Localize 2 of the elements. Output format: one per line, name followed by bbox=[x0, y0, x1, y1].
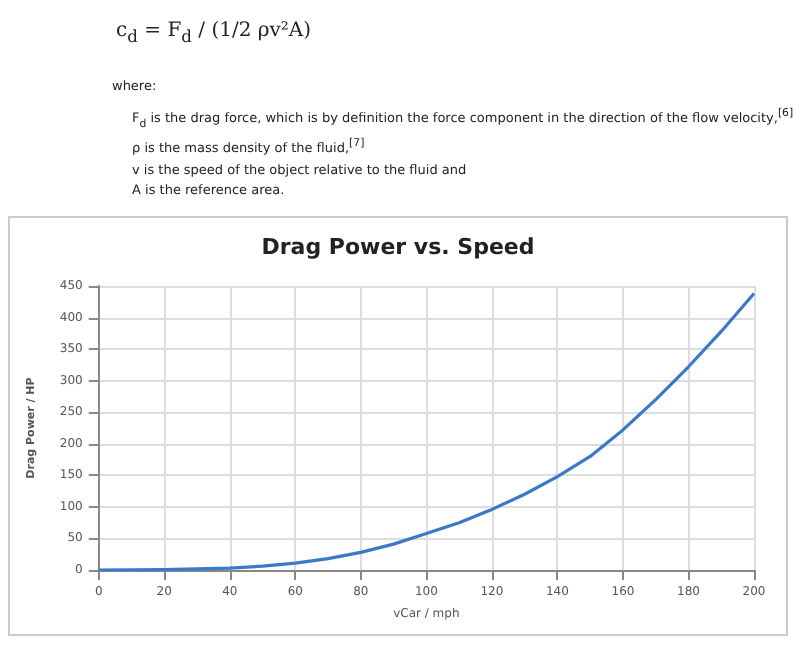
chart-title: Drag Power vs. Speed bbox=[261, 234, 535, 260]
text: c$_{d}$ = F$_{d}$ / (1/2 ρv²A) bbox=[116, 20, 312, 46]
